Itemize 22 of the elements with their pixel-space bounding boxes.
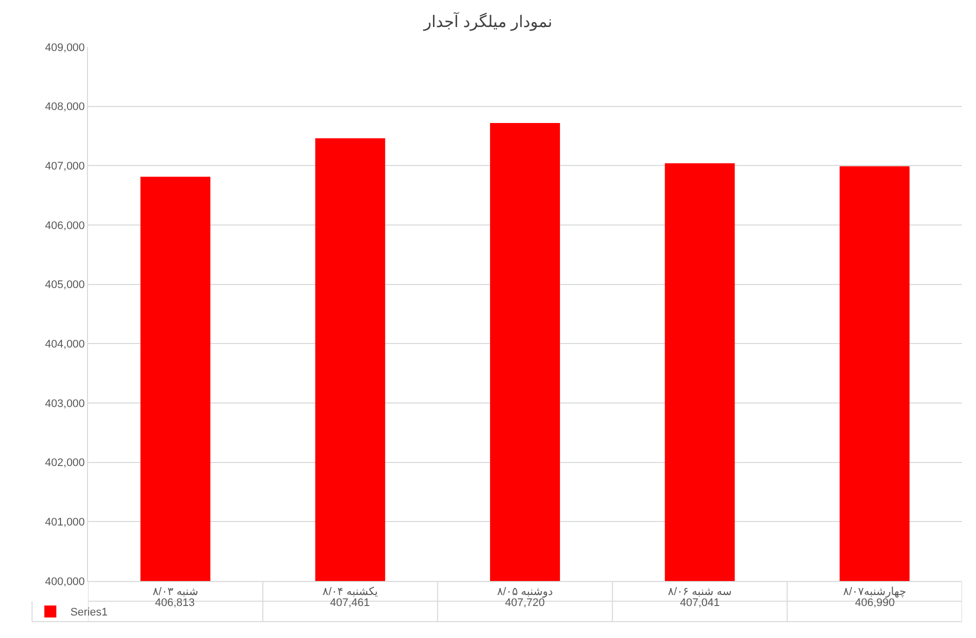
data-label: 407,720: [505, 597, 545, 609]
x-tick-label: یکشنبه ۸/۰۴: [322, 586, 378, 598]
data-label: 407,461: [330, 597, 370, 609]
y-tick-label: 406,000: [45, 220, 85, 232]
y-tick-label: 409,000: [45, 42, 85, 54]
data-label: 407,041: [680, 597, 720, 609]
y-tick-label: 408,000: [45, 101, 85, 114]
y-tick-label: 403,000: [45, 398, 85, 410]
y-tick-label: 401,000: [45, 516, 85, 529]
data-label: 406,990: [855, 597, 895, 609]
x-tick-label: شنبه ۸/۰۳: [152, 586, 198, 598]
y-tick-label: 404,000: [45, 338, 85, 351]
y-tick-label: 405,000: [45, 279, 85, 292]
data-label: 406,813: [155, 597, 195, 609]
x-tick-label: سه شنبه ۸/۰۶: [668, 586, 732, 598]
chart-title: نمودار میلگرد آجدار: [422, 11, 552, 32]
y-tick-label: 402,000: [45, 457, 85, 470]
x-tick-label: چهارشنبه۸/۰۷: [843, 586, 906, 598]
legend-label: Series1: [70, 606, 108, 619]
y-tick-label: 407,000: [45, 160, 85, 173]
y-tick-label: 400,000: [45, 576, 85, 588]
x-tick-label: دوشنبه ۸/۰۵: [497, 586, 553, 598]
